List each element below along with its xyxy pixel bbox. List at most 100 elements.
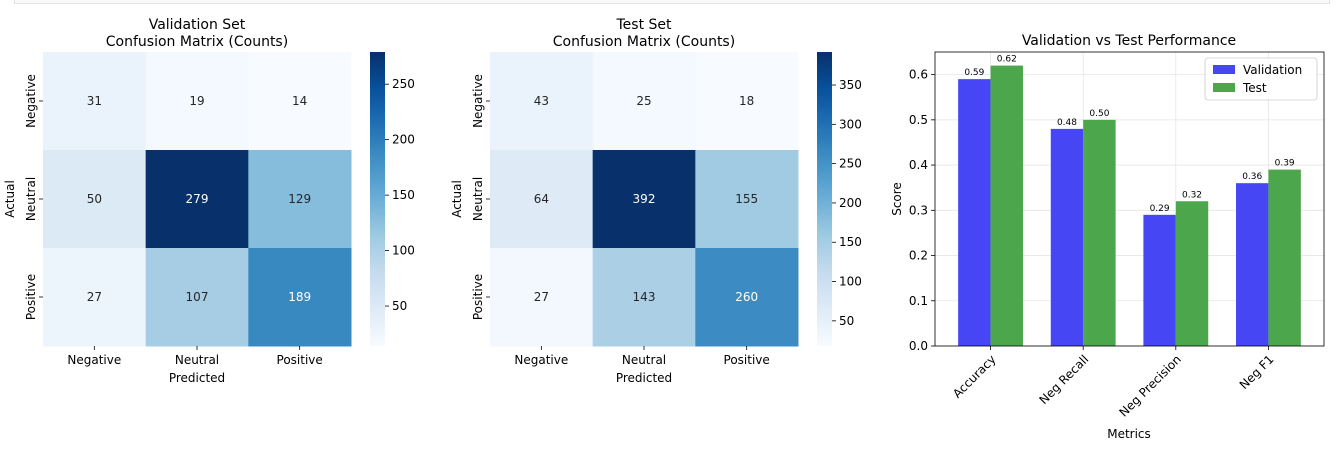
bar-validation-1 xyxy=(1050,128,1084,346)
test-x-axis-label: Predicted xyxy=(616,371,672,385)
bar-label-validation-0: 0.59 xyxy=(964,68,984,78)
test-y-tick-label: Positive xyxy=(471,274,485,320)
validation-confusion-matrix: Validation Set Confusion Matrix (Counts)… xyxy=(3,17,415,385)
test-cell-value-2-2: 260 xyxy=(735,290,758,304)
validation-cell-value-2-2: 189 xyxy=(288,290,311,304)
bar-chart-legend: Validation Test xyxy=(1204,57,1318,101)
validation-y-tick-label: Negative xyxy=(24,74,38,128)
validation-colorbar-tick-label: 50 xyxy=(392,299,407,313)
validation-cell-2-1 xyxy=(145,248,249,347)
validation-title-line-1: Validation Set xyxy=(149,17,246,33)
test-colorbar-tick-label: 200 xyxy=(839,196,862,210)
test-title-line-1: Test Set xyxy=(615,17,672,33)
test-colorbar-tick-label: 150 xyxy=(839,235,862,249)
test-y-tick-label: Neutral xyxy=(471,177,485,221)
validation-cell-1-0 xyxy=(43,150,147,249)
bar-label-test-3: 0.39 xyxy=(1275,159,1295,169)
bar-chart-x-tick-label: Accuracy xyxy=(950,352,999,401)
bar-chart-x-tick-label: Neg F1 xyxy=(1237,352,1277,392)
legend-swatch-test xyxy=(1213,83,1235,92)
bar-label-test-2: 0.32 xyxy=(1182,190,1202,200)
validation-cell-0-0 xyxy=(43,52,147,151)
test-x-tick-label: Neutral xyxy=(622,353,666,367)
test-cell-0-1 xyxy=(592,52,696,151)
bar-chart-y-tick-label: 0.3 xyxy=(909,203,928,217)
validation-x-tick-label: Negative xyxy=(67,353,121,367)
test-cell-value-2-1: 143 xyxy=(633,290,656,304)
test-colorbar-tick-label: 50 xyxy=(839,314,854,328)
validation-x-axis-label: Predicted xyxy=(169,371,225,385)
validation-y-tick-label: Neutral xyxy=(24,177,38,221)
validation-cell-value-0-1: 19 xyxy=(189,94,204,108)
test-colorbar-tick-label: 300 xyxy=(839,117,862,131)
test-cell-1-2 xyxy=(695,150,799,249)
bar-label-validation-2: 0.29 xyxy=(1150,204,1170,214)
validation-colorbar-tick-label: 200 xyxy=(392,133,415,147)
bar-test-1 xyxy=(1083,119,1116,346)
bar-label-test-1: 0.50 xyxy=(1089,109,1109,119)
bar-label-validation-1: 0.48 xyxy=(1057,118,1077,128)
validation-cell-value-2-0: 27 xyxy=(87,290,102,304)
validation-colorbar-tick-label: 100 xyxy=(392,244,415,258)
test-cell-value-0-1: 25 xyxy=(636,94,651,108)
validation-cell-value-1-1: 279 xyxy=(186,192,209,206)
test-x-tick-label: Positive xyxy=(724,353,770,367)
validation-cell-0-1 xyxy=(145,52,249,151)
bar-chart-axes-frame xyxy=(934,51,1325,347)
output-cell-top-border xyxy=(14,0,1330,4)
test-cell-0-2 xyxy=(695,52,799,151)
test-cell-value-0-0: 43 xyxy=(534,94,549,108)
validation-y-tick-label: Positive xyxy=(24,274,38,320)
validation-cell-1-2 xyxy=(248,150,352,249)
validation-x-tick-label: Neutral xyxy=(175,353,219,367)
bar-chart-y-tick-label: 0.4 xyxy=(909,158,928,172)
bar-test-3 xyxy=(1268,169,1301,346)
validation-cell-2-2 xyxy=(248,248,352,347)
performance-bar-chart: Validation vs Test Performance 0.59 0.48 0… xyxy=(890,33,1325,441)
test-colorbar-tick-label: 350 xyxy=(839,78,862,92)
test-y-axis-label: Actual xyxy=(450,180,464,218)
validation-colorbar-tick-label: 250 xyxy=(392,77,415,91)
test-title-line-2: Confusion Matrix (Counts) xyxy=(553,34,735,50)
test-colorbar-tick-label: 250 xyxy=(839,157,862,171)
bar-chart-y-tick-label: 0.5 xyxy=(909,113,928,127)
bar-chart-y-tick-label: 0.1 xyxy=(909,294,928,308)
test-cell-value-0-2: 18 xyxy=(739,94,754,108)
bar-chart-y-tick-label: 0.0 xyxy=(909,339,928,353)
validation-colorbar xyxy=(370,52,385,346)
test-confusion-matrix: Test Set Confusion Matrix (Counts) 43 25 1… xyxy=(450,17,862,385)
test-cell-value-1-0: 64 xyxy=(534,192,549,206)
validation-y-axis-label: Actual xyxy=(3,180,17,218)
bar-chart-x-tick-label: Neg Precision xyxy=(1117,352,1184,419)
test-cell-value-1-1: 392 xyxy=(633,192,656,206)
bar-chart-title: Validation vs Test Performance xyxy=(1022,33,1236,49)
test-cell-1-0 xyxy=(490,150,594,249)
bar-chart-x-axis-label: Metrics xyxy=(1107,427,1151,441)
validation-cell-2-0 xyxy=(43,248,147,347)
bar-chart-y-tick-label: 0.2 xyxy=(909,249,928,263)
bar-chart-y-axis-label: Score xyxy=(890,182,904,216)
validation-cell-value-2-1: 107 xyxy=(186,290,209,304)
legend-swatch-validation xyxy=(1213,65,1235,74)
test-cell-2-1 xyxy=(592,248,696,347)
test-cell-1-1 xyxy=(592,150,696,249)
bar-label-test-0: 0.62 xyxy=(997,55,1017,65)
validation-cell-1-1 xyxy=(145,150,249,249)
bar-chart-x-tick-label: Neg Recall xyxy=(1036,352,1091,407)
validation-cell-value-1-0: 50 xyxy=(87,192,102,206)
legend-label-validation: Validation xyxy=(1243,63,1302,77)
test-cell-2-0 xyxy=(490,248,594,347)
test-y-tick-label: Negative xyxy=(471,74,485,128)
legend-label-test: Test xyxy=(1242,81,1267,95)
validation-colorbar-tick-label: 150 xyxy=(392,188,415,202)
validation-cell-0-2 xyxy=(248,52,352,151)
bar-validation-2 xyxy=(1143,214,1176,346)
validation-x-tick-label: Positive xyxy=(277,353,323,367)
validation-cell-value-1-2: 129 xyxy=(288,192,311,206)
test-cell-value-2-0: 27 xyxy=(534,290,549,304)
bar-validation-3 xyxy=(1236,183,1269,346)
validation-cell-value-0-0: 31 xyxy=(87,94,102,108)
bar-label-validation-3: 0.36 xyxy=(1242,172,1262,182)
test-colorbar-tick-label: 100 xyxy=(839,275,862,289)
